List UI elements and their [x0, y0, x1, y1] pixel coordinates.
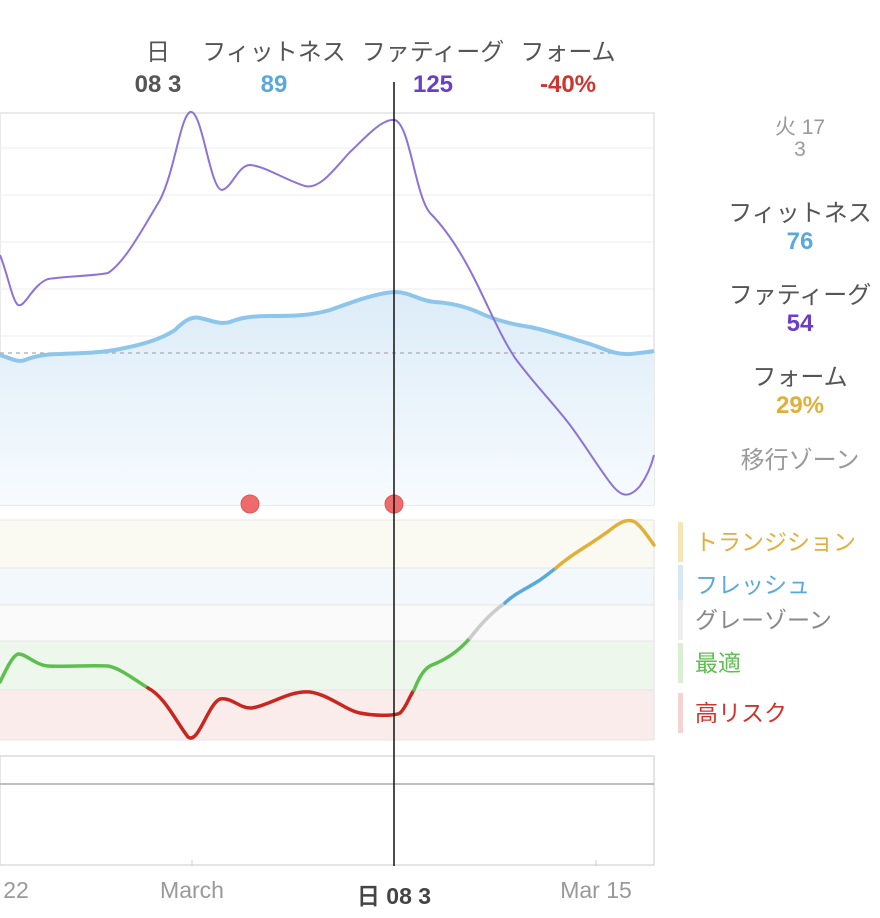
side-form: フォーム 29% [700, 357, 880, 420]
form-segment-high-risk [146, 686, 416, 740]
x-label: 22 [3, 877, 29, 903]
bottom-panel [0, 755, 655, 866]
side-form-value: 29% [775, 392, 825, 419]
header-fitness: フィットネス 89 [202, 32, 346, 99]
header-form: フォーム -40% [520, 32, 615, 99]
side-date-bottom: 3 [794, 138, 806, 161]
side-fatigue: ファティーグ 54 [700, 275, 880, 338]
x-label-cursor: 日 08 3 [356, 883, 432, 909]
fitness-line [0, 289, 655, 363]
zone-label-transition: トランジション [678, 522, 856, 562]
zone-label-high-risk: 高リスク [678, 693, 787, 733]
side-fitness-value: 76 [786, 228, 814, 255]
header-date: 日 08 3 [135, 32, 182, 99]
x-label: March [160, 877, 224, 903]
zone-label-grey-zone: グレーゾーン [678, 600, 832, 640]
side-fatigue-value: 54 [786, 310, 814, 337]
side-zone-text: 移行ゾーン [740, 447, 860, 474]
form-segment-optimal [412, 636, 472, 692]
header-fatigue-value: 125 [412, 71, 454, 98]
form-segment-fresh [503, 566, 558, 605]
zone-label-fresh: フレッシュ [678, 565, 810, 605]
side-fitness: フィットネス 76 [700, 193, 880, 256]
header-date-value: 08 3 [134, 71, 182, 98]
fatigue-line [0, 111, 655, 496]
side-date: 火 17 3 [700, 117, 880, 161]
x-label: Mar 15 [560, 877, 632, 903]
header-form-value: -40% [539, 71, 597, 98]
x-ticks [191, 860, 597, 866]
fitness-area [0, 292, 654, 505]
header-fatigue-label: ファティーグ [361, 39, 505, 66]
side-date-top: 火 17 [774, 116, 826, 139]
side-form-label: フォーム [752, 364, 848, 391]
header-fitness-label: フィットネス [202, 39, 346, 66]
form-segment-grey-zone [468, 601, 507, 640]
form-line [0, 518, 656, 740]
form-zone-panel [0, 519, 655, 741]
event-marker[interactable] [240, 494, 260, 514]
side-fatigue-label: ファティーグ [728, 282, 872, 309]
header-fitness-value: 89 [260, 71, 288, 98]
header-date-label: 日 [146, 39, 170, 66]
form-segment-transition [554, 518, 656, 570]
side-fitness-label: フィットネス [728, 200, 872, 227]
header-form-label: フォーム [520, 39, 616, 66]
header-fatigue: ファティーグ 125 [362, 32, 505, 99]
side-zone: 移行ゾーン [700, 440, 880, 475]
zone-label-optimal: 最適 [678, 643, 741, 683]
form-segment-optimal [0, 652, 150, 690]
